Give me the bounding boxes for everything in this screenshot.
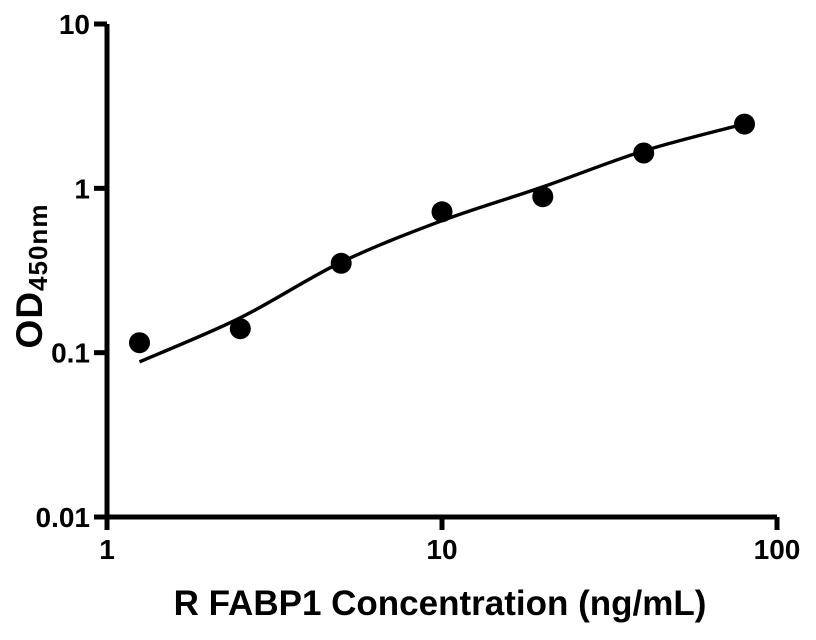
- y-axis-title: OD 450nm: [9, 203, 53, 349]
- x-tick-label: 1: [99, 534, 115, 565]
- y-tick-label: 0.01: [36, 502, 91, 533]
- y-axis-title-main: OD: [9, 290, 50, 349]
- data-point: [129, 332, 150, 354]
- data-point: [431, 201, 453, 223]
- data-point: [532, 186, 554, 208]
- x-tick-label: 100: [754, 534, 801, 565]
- y-axis-title-subscript: 450nm: [23, 203, 53, 291]
- data-point: [734, 113, 755, 135]
- y-tick-label: 1: [74, 173, 90, 204]
- y-tick-label: 10: [59, 9, 90, 40]
- data-point: [229, 318, 251, 340]
- data-point: [330, 252, 352, 274]
- data-point: [633, 142, 655, 164]
- x-axis-title: R FABP1 Concentration (ng/mL): [173, 584, 707, 623]
- x-tick-label: 10: [426, 534, 457, 565]
- y-tick-label: 0.1: [51, 338, 90, 369]
- axes-frame: [104, 24, 777, 520]
